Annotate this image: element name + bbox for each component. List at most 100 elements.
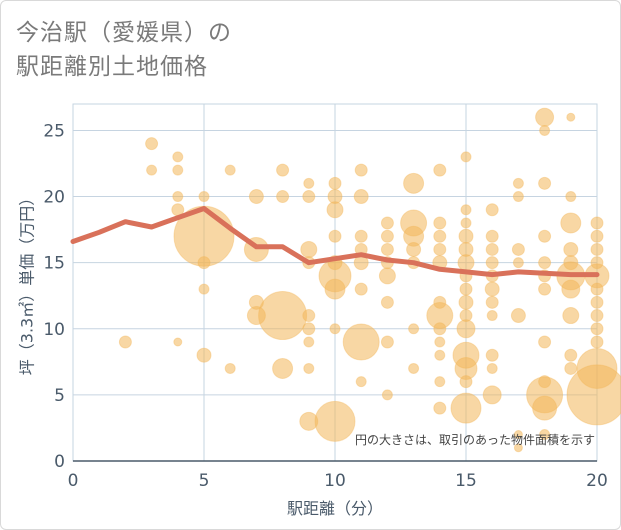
data-bubble — [485, 242, 499, 256]
data-bubble — [456, 319, 476, 339]
data-bubble — [590, 256, 604, 270]
x-tick-label: 15 — [455, 471, 477, 491]
data-bubble — [303, 336, 315, 348]
y-tick-label: 0 — [54, 452, 65, 472]
data-bubble — [590, 242, 604, 256]
data-bubble — [172, 191, 184, 203]
data-bubble — [380, 242, 394, 256]
data-bubble — [512, 257, 524, 269]
data-bubble — [328, 229, 342, 243]
data-bubble — [434, 349, 446, 361]
data-bubble — [328, 176, 342, 190]
data-bubble — [538, 335, 552, 349]
data-bubble — [408, 362, 420, 374]
data-bubble — [485, 256, 499, 270]
data-bubble — [276, 190, 290, 204]
data-bubble — [485, 203, 499, 217]
data-bubble — [302, 190, 316, 204]
data-bubble — [433, 229, 447, 243]
data-bubble — [353, 189, 369, 205]
data-bubble — [485, 295, 499, 309]
data-bubble — [563, 241, 579, 257]
data-bubble — [380, 229, 394, 243]
data-bubble — [564, 348, 578, 362]
data-bubble — [434, 376, 446, 388]
data-bubble — [378, 267, 396, 285]
data-bubble — [433, 401, 447, 415]
data-bubble — [408, 323, 420, 335]
data-bubble — [538, 229, 552, 243]
data-bubble — [538, 375, 552, 389]
data-bubble — [590, 229, 604, 243]
data-bubble — [258, 291, 308, 341]
data-bubble — [459, 282, 473, 296]
data-bubble — [590, 335, 604, 349]
data-bubble — [576, 347, 618, 389]
data-bubble — [354, 229, 368, 243]
data-bubble — [146, 164, 158, 176]
data-bubble — [513, 430, 523, 440]
data-bubble — [560, 212, 582, 234]
data-bubble — [566, 112, 576, 122]
x-tick-label: 10 — [324, 471, 346, 491]
data-bubble — [433, 242, 447, 256]
data-bubble — [511, 242, 525, 256]
data-bubble — [460, 204, 472, 216]
bubbles — [118, 107, 621, 453]
data-bubble — [355, 376, 367, 388]
data-bubble — [535, 107, 555, 127]
data-bubble — [380, 335, 394, 349]
data-bubble — [406, 241, 422, 257]
x-axis-title: 駅距離（分） — [287, 499, 383, 518]
data-bubble — [276, 163, 290, 177]
data-bubble — [458, 241, 474, 257]
data-bubble — [538, 282, 552, 296]
data-bubble — [564, 361, 578, 375]
data-bubble — [513, 443, 523, 453]
data-bubble — [329, 323, 341, 335]
size-annotation: 円の大きさは、取引のあった物件面積を示す — [355, 432, 595, 447]
data-bubble — [224, 164, 236, 176]
data-bubble — [459, 375, 473, 389]
x-tick-label: 20 — [586, 471, 608, 491]
data-bubble — [590, 295, 604, 309]
x-tick-label: 5 — [199, 471, 210, 491]
data-bubble — [486, 362, 498, 374]
data-bubble — [224, 362, 236, 374]
data-bubble — [457, 254, 475, 272]
chart-title-line1: 今治駅（愛媛県）の — [16, 20, 232, 46]
data-bubble — [561, 279, 581, 299]
y-tick-label: 20 — [43, 188, 65, 208]
data-bubble — [590, 309, 604, 323]
data-bubble — [485, 348, 499, 362]
data-bubble — [354, 163, 368, 177]
chart-title: 今治駅（愛媛県）の 駅距離別土地価格 — [16, 16, 232, 84]
data-bubble — [458, 294, 474, 310]
data-bubble — [565, 191, 577, 203]
data-bubble — [539, 429, 551, 441]
data-bubble — [563, 255, 579, 271]
data-bubble — [532, 395, 558, 421]
data-bubble — [302, 309, 316, 323]
data-bubble — [198, 283, 210, 295]
y-tick-label: 5 — [54, 386, 65, 406]
data-bubble — [482, 385, 502, 405]
y-axis-title: 坪（3.3㎡）単価（万円） — [18, 190, 37, 375]
data-bubble — [145, 137, 159, 151]
data-bubble — [433, 163, 447, 177]
data-bubble — [303, 362, 315, 374]
data-bubble — [302, 322, 316, 336]
y-tick-label: 10 — [43, 320, 65, 340]
data-bubble — [485, 229, 499, 243]
data-bubble — [403, 172, 425, 194]
data-bubble — [272, 357, 294, 379]
data-bubble — [433, 295, 447, 309]
data-bubble — [538, 176, 552, 190]
data-bubble — [173, 337, 183, 347]
data-bubble — [172, 151, 184, 163]
data-bubble — [196, 347, 212, 363]
data-bubble — [300, 240, 318, 258]
data-bubble — [460, 151, 472, 163]
data-bubble — [433, 216, 447, 230]
